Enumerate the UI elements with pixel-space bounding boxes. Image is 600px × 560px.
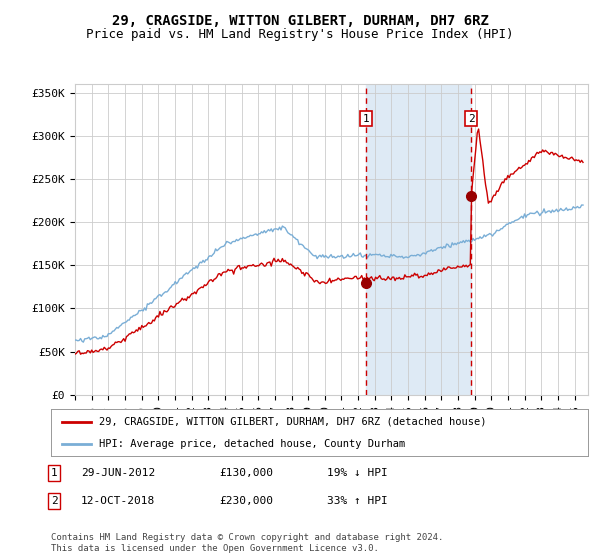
Text: 29, CRAGSIDE, WITTON GILBERT, DURHAM, DH7 6RZ: 29, CRAGSIDE, WITTON GILBERT, DURHAM, DH…: [112, 14, 488, 28]
Text: £130,000: £130,000: [219, 468, 273, 478]
Text: 2: 2: [50, 496, 58, 506]
Bar: [367, 84, 471, 395]
Text: 33% ↑ HPI: 33% ↑ HPI: [327, 496, 388, 506]
Text: Contains HM Land Registry data © Crown copyright and database right 2024.
This d: Contains HM Land Registry data © Crown c…: [51, 533, 443, 553]
Text: 29-JUN-2012: 29-JUN-2012: [81, 468, 155, 478]
Text: HPI: Average price, detached house, County Durham: HPI: Average price, detached house, Coun…: [100, 438, 406, 449]
Text: 19% ↓ HPI: 19% ↓ HPI: [327, 468, 388, 478]
Text: 2: 2: [468, 114, 475, 124]
Text: 12-OCT-2018: 12-OCT-2018: [81, 496, 155, 506]
Text: 29, CRAGSIDE, WITTON GILBERT, DURHAM, DH7 6RZ (detached house): 29, CRAGSIDE, WITTON GILBERT, DURHAM, DH…: [100, 417, 487, 427]
Text: 1: 1: [363, 114, 370, 124]
Text: Price paid vs. HM Land Registry's House Price Index (HPI): Price paid vs. HM Land Registry's House …: [86, 28, 514, 41]
Text: 1: 1: [50, 468, 58, 478]
Text: £230,000: £230,000: [219, 496, 273, 506]
